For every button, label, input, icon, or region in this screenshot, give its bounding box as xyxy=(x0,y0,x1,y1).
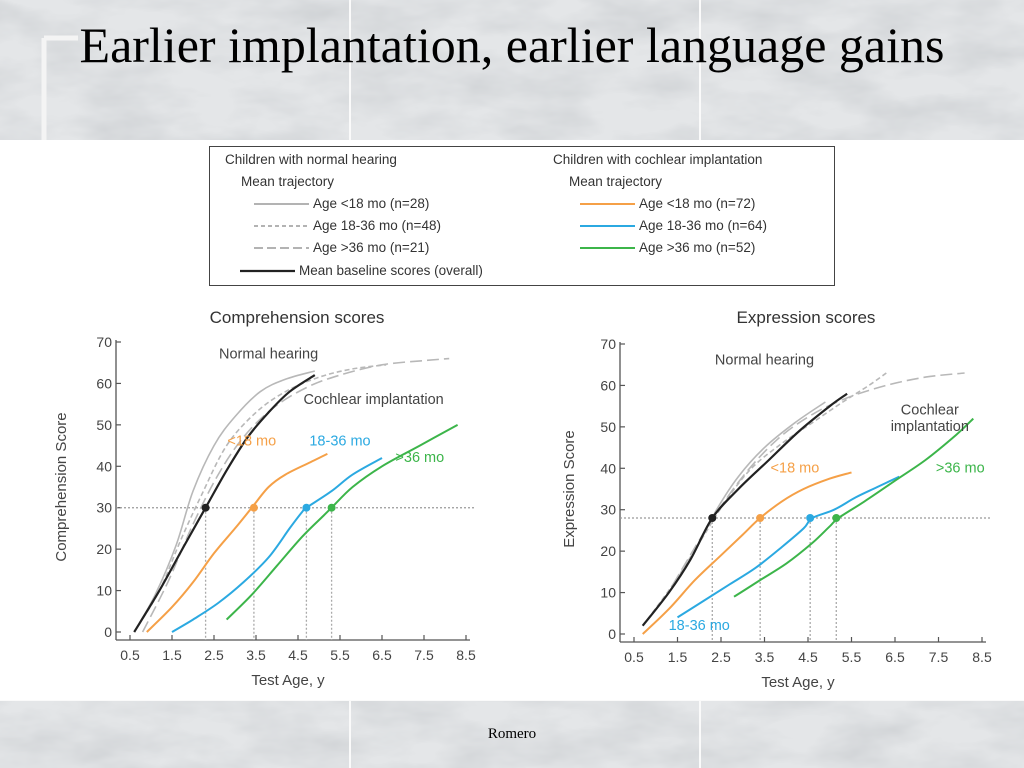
x-tick-label: 8.5 xyxy=(456,647,476,663)
y-tick-label: 70 xyxy=(600,336,616,352)
x-tick-label: 3.5 xyxy=(755,649,775,665)
chart-annotation: Cochlear implantation xyxy=(303,392,443,408)
score-marker xyxy=(201,503,210,512)
legend-normal-heading: Children with normal hearing xyxy=(225,152,397,167)
y-tick-label: 60 xyxy=(96,375,112,391)
y-tick-label: 40 xyxy=(600,460,616,476)
x-tick-label: 4.5 xyxy=(798,649,818,665)
legend-ci-item-2: Age 18-36 mo (n=64) xyxy=(639,218,767,233)
x-tick-label: 0.5 xyxy=(120,647,140,663)
y-tick-label: 20 xyxy=(600,543,616,559)
x-tick-label: 1.5 xyxy=(668,649,688,665)
y-tick-label: 30 xyxy=(96,500,112,516)
series-normal-18-36 xyxy=(642,372,887,627)
x-tick-label: 7.5 xyxy=(929,649,949,665)
legend-baseline-label: Mean baseline scores (overall) xyxy=(299,263,483,278)
x-tick-label: 7.5 xyxy=(414,647,434,663)
chart-annotation: Cochlear xyxy=(901,402,959,418)
x-tick-label: 0.5 xyxy=(624,649,644,665)
x-tick-label: 2.5 xyxy=(204,647,224,663)
chart-annotation: >36 mo xyxy=(395,450,444,466)
x-tick-label: 2.5 xyxy=(711,649,731,665)
y-tick-label: 0 xyxy=(608,626,616,642)
x-tick-label: 5.5 xyxy=(330,647,350,663)
y-tick-label: 50 xyxy=(600,419,616,435)
chart-annotation: <18 mo xyxy=(771,460,820,476)
legend-ci-swatches xyxy=(580,203,635,249)
score-marker xyxy=(249,503,258,512)
chart-annotation: <18 mo xyxy=(227,434,276,450)
series-baseline xyxy=(641,392,848,627)
x-tick-label: 1.5 xyxy=(162,647,182,663)
y-tick-label: 10 xyxy=(96,583,112,599)
legend-normal-item-3: Age >36 mo (n=21) xyxy=(313,240,430,255)
series-normal-18-36 xyxy=(133,364,387,633)
y-tick-label: 40 xyxy=(96,458,112,474)
chart-annotation: 18-36 mo xyxy=(669,618,730,634)
x-tick-label: 4.5 xyxy=(288,647,308,663)
legend-normal-item-2: Age 18-36 mo (n=48) xyxy=(313,218,441,233)
slide-footer: Romero xyxy=(487,726,537,742)
chart-title: Comprehension scores xyxy=(210,308,385,327)
chart-annotation: Normal hearing xyxy=(715,353,814,369)
legend-ci-sub: Mean trajectory xyxy=(569,174,663,189)
y-tick-label: 0 xyxy=(104,624,112,640)
chart-annotation: >36 mo xyxy=(936,460,985,476)
chart-title: Expression scores xyxy=(737,308,876,327)
score-marker xyxy=(832,514,841,522)
x-tick-label: 6.5 xyxy=(372,647,392,663)
x-tick-label: 8.5 xyxy=(972,649,992,665)
score-marker xyxy=(327,503,336,512)
score-marker xyxy=(806,514,815,522)
score-marker xyxy=(302,503,311,512)
series-ci-18-36 xyxy=(171,457,383,633)
x-tick-label: 3.5 xyxy=(246,647,266,663)
charts-area: Comprehension scores 0 10 20 30 40 50 60 70 0.5 1.… xyxy=(53,308,992,691)
legend-ci-heading: Children with cochlear implantation xyxy=(553,152,763,167)
x-axis-label: Test Age, y xyxy=(251,672,325,689)
series-ci-gt36 xyxy=(225,424,459,621)
y-tick-label: 20 xyxy=(96,541,112,557)
legend-baseline-swatch xyxy=(240,269,295,273)
series-ci-gt36 xyxy=(733,417,974,598)
y-tick-label: 50 xyxy=(96,417,112,433)
series-normal-lt18 xyxy=(133,370,316,633)
x-tick-label: 5.5 xyxy=(842,649,862,665)
legend-normal-sub: Mean trajectory xyxy=(241,174,335,189)
legend-ci-item-1: Age <18 mo (n=72) xyxy=(639,196,756,211)
chart-annotation: implantation xyxy=(891,419,969,435)
y-axis-label: Expression Score xyxy=(561,430,578,548)
chart-annotation: 18-36 mo xyxy=(309,434,370,450)
y-tick-label: 10 xyxy=(600,585,616,601)
comprehension-chart: Comprehension scores 0 10 20 30 40 50 60 70 0.5 1.… xyxy=(53,308,476,689)
series-ci-lt18 xyxy=(146,452,328,633)
y-tick-label: 70 xyxy=(96,334,112,350)
series-baseline xyxy=(133,374,316,633)
x-tick-label: 6.5 xyxy=(885,649,905,665)
score-marker xyxy=(708,514,717,522)
y-tick-label: 60 xyxy=(600,377,616,393)
score-marker xyxy=(756,514,765,522)
legend-normal-item-1: Age <18 mo (n=28) xyxy=(313,196,430,211)
legend-ci-item-3: Age >36 mo (n=52) xyxy=(639,240,756,255)
series-ci-lt18 xyxy=(642,471,852,635)
legend: Children with normal hearing Mean trajec… xyxy=(209,146,835,286)
chart-annotation: Normal hearing xyxy=(219,347,318,363)
x-axis-label: Test Age, y xyxy=(761,674,835,691)
y-tick-label: 30 xyxy=(600,502,616,518)
legend-normal-swatches xyxy=(254,203,309,249)
slide-title: Earlier implantation, earlier language g… xyxy=(79,17,945,73)
series-ci-18-36 xyxy=(676,475,900,619)
expression-chart: Expression scores 0 10 20 30 40 50 60 70 0.5 1.5 2.… xyxy=(561,308,992,691)
y-axis-label: Comprehension Score xyxy=(53,412,70,561)
